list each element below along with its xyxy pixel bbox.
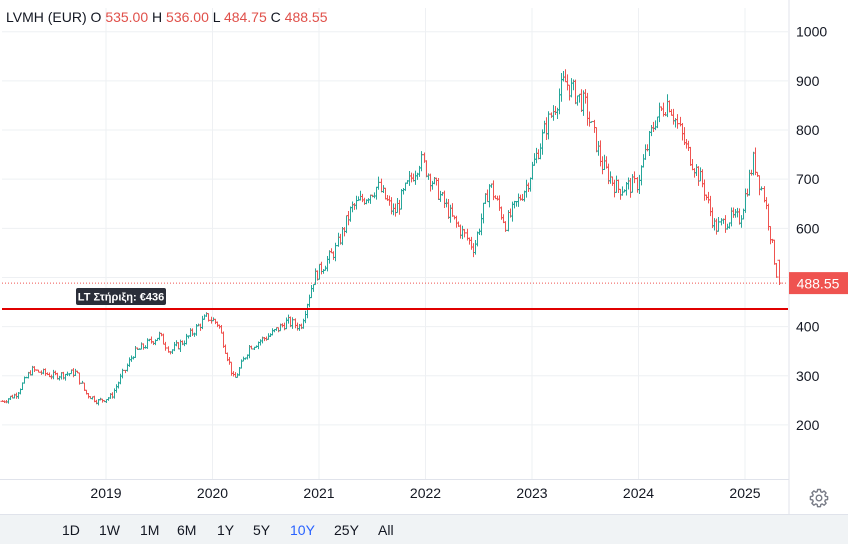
y-tick-label: 600 [796,220,820,236]
y-tick-label: 300 [796,368,820,384]
range-button-6m[interactable]: 6M [177,522,197,538]
last-price-label: 488.55 [797,276,840,292]
support-label-box [76,288,166,305]
high-label: H [152,9,163,25]
range-button-10y[interactable]: 10Y [290,522,315,538]
x-tick-label: 2024 [623,485,654,501]
y-axis: 2003004005006007008009001000 [796,24,827,433]
range-button-1y[interactable]: 1Y [217,522,235,538]
ohlc-header: LVMH (EUR) O 535.00 H 536.00 L 484.75 C … [6,9,328,25]
range-button-all[interactable]: All [378,522,394,538]
x-axis: 2019 2020 2021 2022 2023 2024 2025 [90,485,760,501]
open-value: 535.00 [105,9,149,25]
price-bars [0,69,782,406]
y-tick-label: 800 [796,122,820,138]
support-label: LT Στήριξη: €436 [78,292,164,304]
price-chart[interactable]: 2003004005006007008009001000 20192020202… [0,0,848,514]
x-tick-label: 2022 [410,485,441,501]
range-button-1d[interactable]: 1D [62,522,80,538]
x-tick-label: 2023 [516,485,547,501]
range-button-5y[interactable]: 5Y [253,522,271,538]
close-value: 488.55 [284,9,328,25]
open-label: O [90,9,102,25]
low-label: L [212,9,221,25]
x-tick-label: 2021 [303,485,334,501]
close-label: C [270,9,281,25]
range-selector: 1D 1W 1M 6M 1Y 5Y 10Y 25Y All [0,514,848,544]
range-button-25y[interactable]: 25Y [334,522,359,538]
y-tick-label: 1000 [796,24,827,40]
range-button-1w[interactable]: 1W [99,522,120,538]
overlays: 488.55 LT Στήριξη: €436 [2,272,848,310]
settings-gear-icon[interactable] [809,488,829,508]
x-tick-label: 2025 [729,485,760,501]
high-value: 536.00 [166,9,209,25]
y-tick-label: 200 [796,417,820,433]
symbol-label: LVMH (EUR) [6,9,87,25]
y-tick-label: 900 [796,73,820,89]
x-tick-label: 2020 [197,485,228,501]
low-value: 484.75 [223,9,267,25]
y-tick-label: 700 [796,171,820,187]
x-tick-label: 2019 [90,485,121,501]
range-button-1m[interactable]: 1M [140,522,160,538]
y-tick-label: 400 [796,319,820,335]
last-price-badge [789,272,848,295]
grid-lines [0,0,790,514]
